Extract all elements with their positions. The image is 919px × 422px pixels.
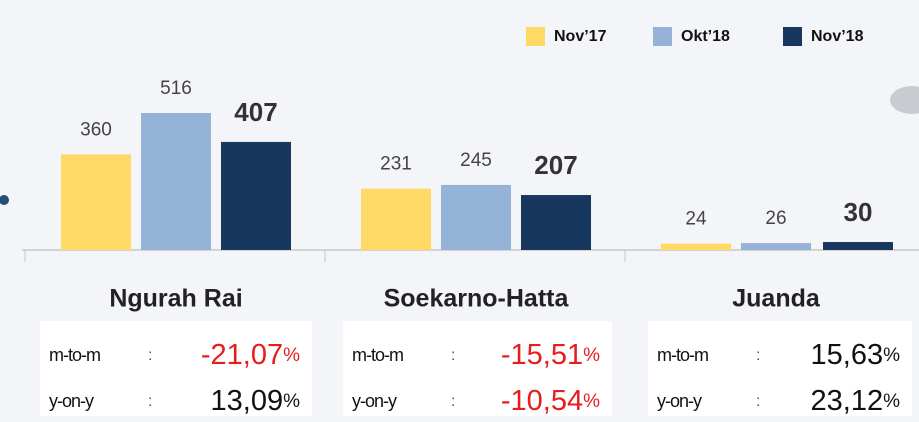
value-label: 231 <box>380 154 412 175</box>
stat-number: 13,09 <box>211 385 284 417</box>
stat-sep: : <box>451 393 455 410</box>
stat-label: m-to-m <box>657 345 708 365</box>
legend-label: Nov’18 <box>811 28 864 45</box>
stat-label: m-to-m <box>352 345 403 365</box>
legend-swatch <box>653 27 672 46</box>
legend-swatch <box>783 27 802 46</box>
bar <box>61 154 131 250</box>
value-label: 360 <box>80 119 112 140</box>
stat-unit: % <box>883 345 900 366</box>
stat-value: -21,07% <box>201 339 300 371</box>
legend-swatch <box>526 27 545 46</box>
stat-sep: : <box>756 393 760 410</box>
stats-box <box>648 321 912 416</box>
stat-label: y-on-y <box>352 391 397 411</box>
stat-unit: % <box>583 391 600 412</box>
bar <box>221 141 291 250</box>
stat-value: -15,51% <box>501 339 600 371</box>
stat-sep: : <box>451 347 455 364</box>
decoration-dot <box>0 195 9 205</box>
bar <box>661 243 731 250</box>
decoration-plane <box>890 86 919 114</box>
stat-number: -10,54 <box>501 385 583 417</box>
bar <box>141 113 211 250</box>
stats-box <box>343 321 612 416</box>
stat-label: y-on-y <box>49 391 94 411</box>
bar <box>441 184 511 250</box>
stat-sep: : <box>756 347 760 364</box>
bar <box>741 243 811 250</box>
stat-sep: : <box>148 393 152 410</box>
stat-sep: : <box>148 347 152 364</box>
value-label: 26 <box>765 208 786 229</box>
value-label: 407 <box>234 97 277 127</box>
stats-box <box>40 321 312 416</box>
stat-unit: % <box>283 391 300 412</box>
stat-value: 23,12% <box>811 385 901 417</box>
bar <box>361 188 431 250</box>
stat-value: 13,09% <box>211 385 301 417</box>
stat-value: -10,54% <box>501 385 600 417</box>
stat-label: y-on-y <box>657 391 702 411</box>
stat-unit: % <box>283 345 300 366</box>
legend-label: Okt’18 <box>681 28 730 45</box>
category-label: Soekarno-Hatta <box>384 285 570 313</box>
value-label: 30 <box>844 197 873 227</box>
category-label: Juanda <box>732 285 821 313</box>
stat-value: 15,63% <box>811 339 901 371</box>
stat-number: -21,07 <box>201 339 283 371</box>
stat-number: 23,12 <box>811 385 884 417</box>
legend-label: Nov’17 <box>554 28 607 45</box>
value-label: 245 <box>460 150 492 171</box>
value-label: 207 <box>534 150 577 180</box>
bar <box>823 242 893 250</box>
stat-unit: % <box>883 391 900 412</box>
bar <box>521 195 591 250</box>
stat-number: -15,51 <box>501 339 583 371</box>
value-label: 24 <box>685 209 707 230</box>
stat-unit: % <box>583 345 600 366</box>
value-label: 516 <box>160 78 192 99</box>
category-label: Ngurah Rai <box>109 285 242 313</box>
stat-label: m-to-m <box>49 345 100 365</box>
stat-number: 15,63 <box>811 339 884 371</box>
